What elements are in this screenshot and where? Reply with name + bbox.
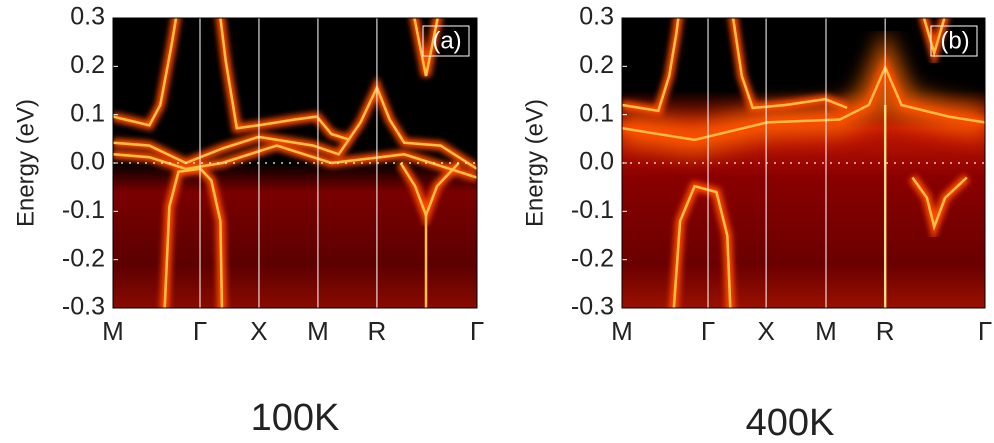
y-tick-label: 0.0 — [70, 148, 105, 176]
x-tick-label: Γ — [193, 316, 207, 346]
y-tick-label: 0.0 — [579, 148, 614, 176]
x-tick-label: M — [307, 316, 329, 346]
x-tick-label: Γ — [701, 316, 715, 346]
plot-frame — [621, 17, 986, 309]
x-tick-label: Γ — [470, 316, 484, 346]
y-axis-label: Energy (eV) — [12, 99, 39, 227]
y-tick-label: -0.3 — [571, 293, 614, 321]
y-tick-label: 0.3 — [70, 3, 105, 31]
panel: M Γ X M R Γ 0.3 0.2 0.1 0.0 -0.1 -0.2 -0.3 (b) Energy … — [521, 3, 992, 443]
y-tick-label: 0.2 — [70, 51, 105, 79]
band — [622, 18, 680, 113]
band — [113, 18, 178, 127]
band — [672, 184, 732, 308]
y-tick-label: 0.3 — [579, 3, 614, 31]
panel-label-box — [930, 25, 978, 57]
y-tick-label: 0.1 — [579, 99, 614, 127]
band — [911, 176, 968, 231]
y-tick-label: -0.1 — [571, 196, 614, 224]
x-tick-label: R — [368, 316, 387, 346]
panel-label: (b) — [940, 27, 969, 54]
x-tick-label: M — [815, 316, 837, 346]
x-tick-label: R — [876, 316, 895, 346]
plot-frame — [112, 17, 478, 309]
y-tick-label: 0.2 — [579, 51, 614, 79]
x-tick-label: X — [757, 316, 774, 346]
x-tick-label: M — [102, 316, 124, 346]
band — [922, 18, 946, 58]
x-tick-label: X — [250, 316, 267, 346]
y-tick-label: -0.2 — [571, 244, 614, 272]
y-tick-label: -0.3 — [62, 293, 105, 321]
caption: 100K — [251, 397, 340, 439]
y-axis-label: Energy (eV) — [521, 99, 548, 227]
caption: 400K — [746, 402, 835, 443]
panel-label-box — [422, 25, 470, 57]
y-tick-label: -0.2 — [62, 244, 105, 272]
panel: M Γ X M R Γ 0.3 0.2 0.1 0.0 -0.1 -0.2 -0.3 (a) Energy … — [12, 3, 484, 439]
panel-label: (a) — [432, 27, 461, 54]
heatmap-background — [622, 18, 985, 308]
band — [413, 18, 439, 77]
x-tick-label: M — [611, 316, 633, 346]
y-tick-label: 0.1 — [70, 99, 105, 127]
band — [219, 18, 350, 141]
band — [731, 18, 848, 110]
band — [622, 64, 985, 142]
x-tick-label: Γ — [978, 316, 992, 346]
y-tick-label: -0.1 — [62, 196, 105, 224]
plot-area — [622, 18, 985, 308]
band — [113, 144, 477, 179]
plot-area — [113, 18, 477, 308]
